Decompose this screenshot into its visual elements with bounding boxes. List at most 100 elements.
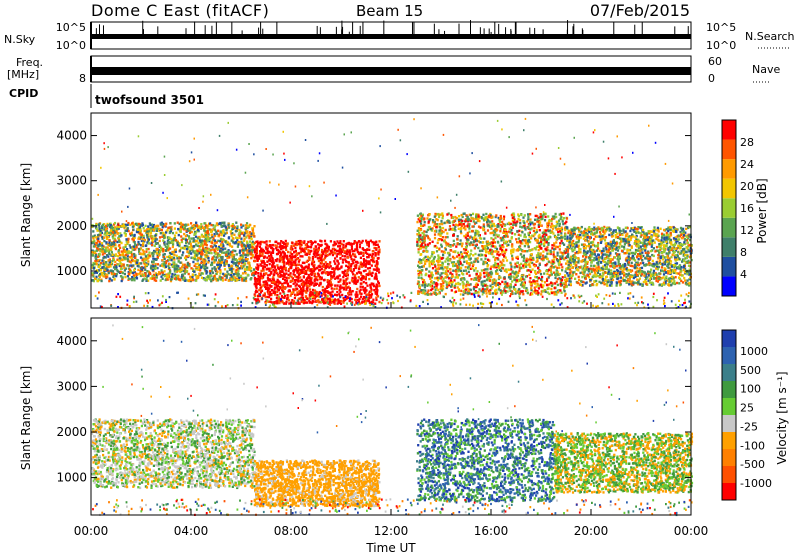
range-cell <box>107 265 110 269</box>
range-cell <box>221 276 224 280</box>
range-cell <box>182 278 185 281</box>
range-cell <box>491 220 494 223</box>
range-cell <box>512 223 515 226</box>
range-cell <box>307 240 310 244</box>
range-cell <box>491 292 495 295</box>
range-cell <box>254 248 257 251</box>
range-cell <box>186 265 189 268</box>
range-cell <box>236 236 239 240</box>
range-cell <box>96 279 99 283</box>
range-cell <box>459 262 462 265</box>
range-cell <box>137 237 140 240</box>
range-cell <box>540 242 543 246</box>
range-cell <box>111 260 114 263</box>
range-cell <box>201 242 204 245</box>
range-cell <box>281 296 284 299</box>
range-cell <box>559 257 562 260</box>
range-cell <box>195 277 198 280</box>
range-cell <box>253 270 256 273</box>
range-cell <box>326 273 330 276</box>
range-cell <box>159 232 162 235</box>
range-cell <box>228 255 231 259</box>
range-cell <box>355 282 358 285</box>
range-cell <box>170 275 173 278</box>
range-cell <box>277 282 280 285</box>
range-cell <box>351 276 354 280</box>
range-cell <box>214 252 217 256</box>
range-cell <box>162 247 165 251</box>
range-cell <box>313 279 316 282</box>
range-cell <box>199 258 202 261</box>
range-cell <box>294 259 297 262</box>
range-cell <box>185 241 188 244</box>
range-cell <box>349 255 352 259</box>
range-cell <box>331 251 334 254</box>
range-cell <box>242 259 245 262</box>
range-cell <box>251 255 254 258</box>
range-cell <box>173 250 176 254</box>
range-cell <box>117 227 120 230</box>
range-cell <box>155 258 158 261</box>
range-cell <box>189 242 192 245</box>
range-cell <box>344 269 347 272</box>
range-cell <box>308 258 311 261</box>
range-cell <box>361 239 364 243</box>
range-cell <box>282 258 285 262</box>
range-cell <box>98 255 101 258</box>
range-cell <box>343 282 346 285</box>
range-cell <box>270 251 273 254</box>
range-cell <box>100 279 103 283</box>
range-cell <box>232 261 235 264</box>
range-cell <box>307 273 310 277</box>
range-cell <box>173 222 176 225</box>
range-cell <box>300 241 303 244</box>
range-cell <box>355 243 359 246</box>
range-cell <box>245 236 248 239</box>
range-cell <box>299 287 302 291</box>
range-cell <box>556 266 559 270</box>
range-cell <box>237 243 240 246</box>
range-cell <box>302 248 305 251</box>
range-cell <box>295 264 298 267</box>
range-cell <box>180 222 183 226</box>
range-cell <box>358 252 361 256</box>
range-cell <box>160 246 163 249</box>
range-cell <box>564 222 567 225</box>
range-cell <box>94 277 97 280</box>
range-cell <box>244 231 247 235</box>
range-cell <box>216 261 219 264</box>
range-cell <box>224 278 227 281</box>
range-cell <box>203 243 206 246</box>
range-cell <box>132 223 135 226</box>
range-cell <box>288 299 291 302</box>
range-cell <box>468 254 471 257</box>
range-cell <box>262 294 265 297</box>
range-cell <box>302 301 305 305</box>
range-cell <box>276 280 279 284</box>
range-cell <box>375 298 378 302</box>
range-cell <box>540 240 543 243</box>
range-cell <box>372 268 375 271</box>
range-cell <box>424 273 427 277</box>
range-cell <box>431 221 435 224</box>
range-cell <box>551 224 554 227</box>
range-cell <box>306 301 309 304</box>
range-cell <box>340 242 343 246</box>
range-cell <box>473 222 477 225</box>
range-cell <box>417 227 420 230</box>
range-cell <box>375 283 378 286</box>
range-cell <box>341 261 344 264</box>
range-cell <box>333 272 336 275</box>
range-cell <box>474 290 477 293</box>
range-cell <box>217 264 220 268</box>
range-cell <box>236 261 239 264</box>
range-cell <box>222 248 225 251</box>
range-cell <box>233 262 236 265</box>
range-cell <box>556 289 559 292</box>
range-cell <box>323 269 326 272</box>
range-cell <box>489 284 492 287</box>
range-cell <box>543 241 546 244</box>
range-cell <box>529 213 532 216</box>
range-cell <box>132 264 135 267</box>
range-cell <box>233 226 236 230</box>
